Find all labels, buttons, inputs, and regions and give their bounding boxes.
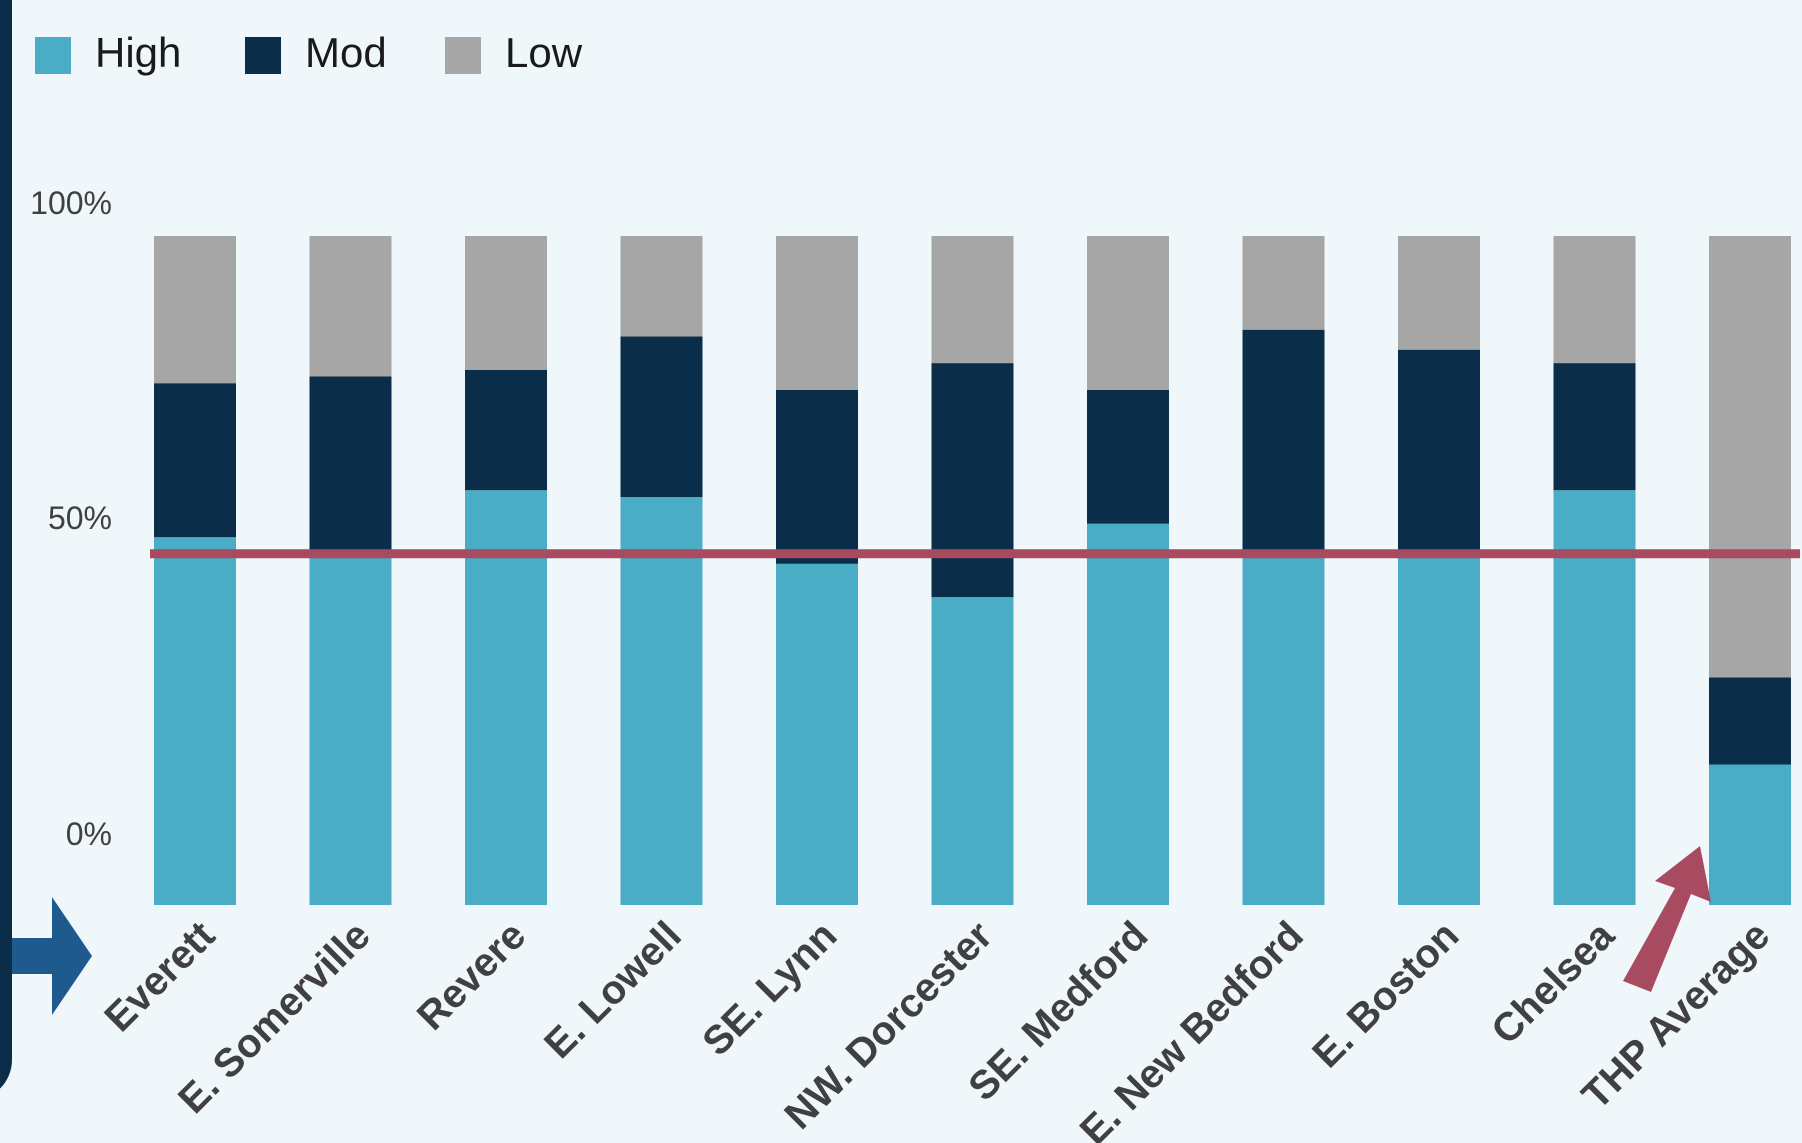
x-category-label: Everett: [96, 913, 223, 1040]
annotation-arrows: [12, 846, 1711, 1015]
left-accent-bar: [0, 0, 12, 1100]
bar-segment-mod: [620, 336, 703, 497]
bar-segment-high: [1242, 557, 1325, 905]
y-axis: 100% 50% 0%: [30, 185, 112, 852]
legend-swatch-low: [445, 37, 481, 74]
bar-segment-low: [931, 236, 1014, 364]
right-arrow-icon: [12, 897, 92, 1015]
bar-segment-mod: [776, 389, 858, 564]
legend-label-low: Low: [505, 29, 583, 76]
bar-segment-low: [1398, 236, 1480, 350]
bar-segment-low: [776, 236, 858, 390]
bar-segment-low: [620, 236, 703, 337]
bar-segment-mod: [1242, 329, 1325, 558]
bar-segment-low: [309, 236, 392, 377]
legend-label-mod: Mod: [305, 29, 387, 76]
bar-segment-mod: [931, 363, 1014, 598]
bar-segment-high: [154, 537, 236, 905]
bar-segment-low: [1242, 236, 1325, 330]
bar-segment-high: [1709, 764, 1791, 905]
bar-segment-mod: [1398, 349, 1480, 558]
y-tick-label: 50%: [48, 500, 112, 536]
legend-swatch-high: [35, 37, 71, 74]
bar-segment-low: [1553, 236, 1636, 364]
y-tick-label: 100%: [30, 185, 112, 221]
x-category-label: Chelsea: [1483, 913, 1623, 1053]
bar-segment-high: [1087, 523, 1169, 905]
legend-label-high: High: [95, 29, 181, 76]
bar-segment-mod: [1709, 677, 1791, 765]
chart-bars: [154, 236, 1791, 905]
bar-segment-low: [154, 236, 236, 384]
legend-swatch-mod: [245, 37, 281, 74]
bar-segment-high: [465, 490, 547, 905]
bar-segment-high: [620, 496, 703, 905]
x-category-label: Revere: [409, 913, 534, 1038]
x-category-label: E. Lowell: [536, 913, 690, 1067]
x-category-label: SE. Lynn: [694, 913, 845, 1064]
bar-segment-low: [465, 236, 547, 370]
bar-segment-high: [1398, 557, 1480, 905]
bar-segment-high: [776, 563, 858, 905]
bar-segment-mod: [1087, 389, 1169, 524]
bar-segment-high: [1553, 490, 1636, 905]
bar-segment-mod: [154, 383, 236, 538]
bar-segment-high: [931, 597, 1014, 905]
bar-segment-high: [309, 550, 392, 905]
bar-segment-mod: [1553, 363, 1636, 491]
x-category-label: E. Boston: [1304, 913, 1467, 1076]
bar-segment-low: [1709, 236, 1791, 678]
y-tick-label: 0%: [66, 816, 112, 852]
bar-segment-mod: [309, 376, 392, 551]
bar-segment-low: [1087, 236, 1169, 390]
diagonal-up-arrow-icon: [1623, 846, 1711, 992]
bar-segment-mod: [465, 369, 547, 491]
chart-legend: High Mod Low: [35, 29, 583, 76]
